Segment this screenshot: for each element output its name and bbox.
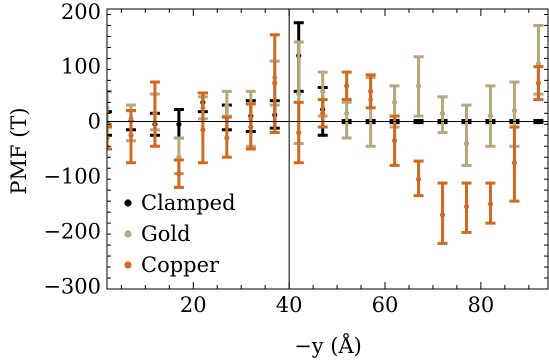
y-tick-label: 0: [88, 110, 101, 134]
error-bar: [461, 181, 472, 234]
data-point: [200, 127, 206, 133]
data-point: [296, 129, 302, 136]
x-axis-label: −y (Å): [294, 333, 362, 358]
legend-label-copper: Copper: [141, 253, 220, 277]
legend-marker-clamped: [124, 199, 132, 207]
plot-area: [107, 21, 544, 245]
data-point: [344, 83, 350, 89]
x-tick-label: 20: [180, 293, 207, 317]
error-bar: [269, 33, 280, 135]
data-point: [107, 135, 110, 141]
error-bar: [485, 181, 496, 225]
y-tick-label: −200: [43, 219, 101, 243]
y-tick-label: 100: [61, 55, 101, 79]
axes: 200 100 0 −100 −200 −300 20 40 60 80: [43, 0, 549, 317]
error-bar: [221, 115, 232, 159]
data-point: [487, 201, 494, 207]
legend-label-gold: Gold: [141, 222, 191, 246]
legend-marker-gold: [124, 230, 132, 238]
data-point: [176, 171, 182, 177]
y-tick-label: −300: [43, 274, 101, 298]
data-point: [296, 91, 302, 97]
y-tick-label: 200: [61, 0, 101, 24]
error-bar: [533, 65, 544, 102]
data-point: [224, 103, 230, 109]
error-bar: [173, 158, 184, 189]
data-point: [535, 80, 542, 86]
error-bar: [437, 181, 448, 245]
error-bar: [437, 95, 448, 135]
error-bar: [293, 100, 304, 165]
error-bar: [413, 55, 424, 118]
data-point: [463, 204, 470, 210]
error-bar: [245, 102, 256, 151]
x-tick-label: 80: [468, 293, 495, 317]
data-point: [511, 160, 518, 166]
error-bar: [389, 114, 400, 167]
error-bar: [341, 70, 352, 102]
data-point: [320, 88, 326, 94]
data-point: [128, 132, 134, 138]
y-axis-label: PMF (T): [7, 107, 31, 194]
error-bar: [413, 159, 424, 198]
error-bar: [125, 109, 136, 165]
error-bar: [485, 84, 496, 148]
data-point: [272, 80, 278, 86]
error-bar: [173, 107, 184, 140]
legend: Clamped Gold Copper: [124, 191, 236, 277]
data-point: [224, 135, 230, 141]
data-point: [392, 138, 398, 144]
legend-marker-copper: [124, 261, 132, 269]
data-point: [248, 124, 254, 130]
error-bar: [461, 103, 472, 167]
data-point: [463, 140, 470, 147]
data-point: [439, 110, 446, 116]
data-point: [511, 107, 518, 114]
x-tick-label: 40: [276, 293, 303, 317]
data-point: [368, 88, 374, 94]
data-point: [487, 113, 494, 119]
data-point: [415, 176, 422, 182]
data-point: [439, 212, 446, 218]
error-bar: [107, 125, 112, 151]
data-point: [176, 121, 182, 127]
data-point: [107, 105, 110, 111]
data-point: [392, 99, 398, 105]
data-point: [152, 110, 158, 116]
data-point: [415, 83, 422, 89]
y-tick-label: −100: [43, 164, 101, 188]
error-bar: [509, 125, 520, 203]
error-bar: [197, 91, 208, 165]
data-point: [344, 110, 350, 116]
error-bar: [317, 98, 328, 129]
legend-label-clamped: Clamped: [141, 191, 236, 215]
error-bar: [341, 100, 352, 140]
data-point: [320, 110, 326, 116]
series-copper: [107, 33, 544, 245]
error-bar: [365, 73, 376, 110]
x-tick-label: 60: [372, 293, 399, 317]
error-bar: [149, 80, 160, 148]
plot-frame: [106, 8, 549, 290]
